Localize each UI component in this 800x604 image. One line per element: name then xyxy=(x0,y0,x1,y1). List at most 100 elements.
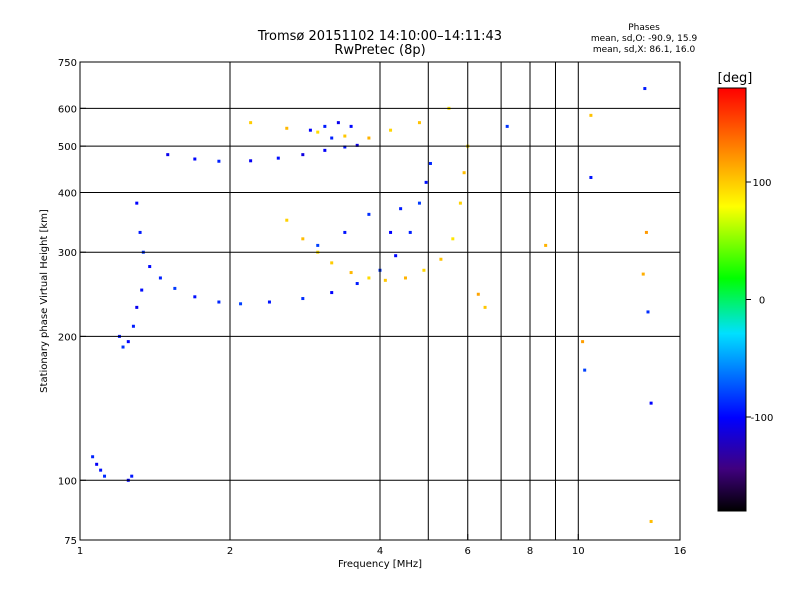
data-point xyxy=(249,159,253,163)
data-point xyxy=(343,145,347,149)
data-point xyxy=(276,156,280,160)
gridlines xyxy=(80,62,680,540)
data-point xyxy=(505,124,509,128)
x-tick-label: 2 xyxy=(227,546,233,557)
data-point xyxy=(336,121,340,125)
chart-title-line2: RwPretec (8p) xyxy=(334,43,425,58)
y-tick-label: 400 xyxy=(58,188,77,199)
data-point xyxy=(417,201,421,205)
colorbar-ticks: 100 0 -100 xyxy=(746,178,773,424)
data-point xyxy=(428,161,432,165)
data-point xyxy=(589,175,593,179)
x-axis-ticks: 1 2 4 6 8 10 16 xyxy=(77,534,687,557)
data-point xyxy=(581,340,585,344)
y-tick-label: 300 xyxy=(58,248,77,259)
data-point xyxy=(267,300,271,304)
data-point xyxy=(140,288,144,292)
data-point xyxy=(126,340,130,344)
y-axis-label: Stationary phase Virtual Height [km] xyxy=(39,209,50,393)
colorbar-tick-label: 100 xyxy=(752,178,771,189)
y-tick-label: 200 xyxy=(58,332,77,343)
data-point xyxy=(641,272,645,276)
data-point xyxy=(643,87,647,91)
data-point xyxy=(383,278,387,282)
data-point xyxy=(285,126,289,130)
colorbar xyxy=(717,87,747,512)
data-point xyxy=(330,261,334,265)
x-tick-label: 1 xyxy=(77,546,83,557)
data-point xyxy=(301,153,305,157)
data-point xyxy=(476,292,480,296)
data-point xyxy=(173,286,177,290)
data-point xyxy=(249,121,253,125)
phases-header: Phases xyxy=(628,23,660,33)
data-point xyxy=(349,271,353,275)
data-point xyxy=(99,468,103,472)
data-point xyxy=(389,128,393,132)
data-point xyxy=(193,157,197,161)
data-point xyxy=(135,201,139,205)
data-point xyxy=(394,254,398,258)
data-point xyxy=(417,121,421,125)
data-point xyxy=(483,305,487,309)
colorbar-unit: [deg] xyxy=(718,71,753,86)
data-point xyxy=(544,243,548,247)
data-point xyxy=(343,230,347,234)
data-point xyxy=(399,207,403,211)
x-tick-label: 8 xyxy=(527,546,533,557)
colorbar-tick-label: -100 xyxy=(751,413,774,424)
data-point xyxy=(95,462,99,466)
data-point xyxy=(389,230,393,234)
data-point xyxy=(138,230,142,234)
data-point xyxy=(462,171,466,175)
data-point xyxy=(644,230,648,234)
data-point xyxy=(422,268,426,272)
data-point xyxy=(424,180,428,184)
data-point xyxy=(91,455,95,459)
data-point xyxy=(367,276,371,280)
data-point xyxy=(343,134,347,138)
data-point xyxy=(121,345,125,349)
phases-x-stats: mean, sd,X: 86.1, 16.0 xyxy=(593,45,696,55)
y-tick-label: 750 xyxy=(58,58,77,69)
data-point xyxy=(355,282,359,286)
data-point xyxy=(301,237,305,241)
data-point xyxy=(308,128,312,132)
data-point xyxy=(649,401,653,405)
data-point xyxy=(166,153,170,157)
data-point xyxy=(646,310,650,314)
data-point xyxy=(649,519,653,523)
colorbar-tick-label: 0 xyxy=(759,296,765,307)
data-point xyxy=(323,148,327,152)
data-point xyxy=(316,243,320,247)
x-tick-label: 10 xyxy=(572,546,585,557)
data-point xyxy=(458,201,462,205)
y-tick-label: 75 xyxy=(64,536,77,547)
y-tick-label: 500 xyxy=(58,142,77,153)
data-point xyxy=(148,265,152,269)
x-tick-label: 16 xyxy=(674,546,687,557)
data-point xyxy=(349,124,353,128)
data-point xyxy=(135,305,139,309)
data-point xyxy=(131,324,135,328)
data-point xyxy=(193,295,197,299)
data-point xyxy=(217,159,221,163)
data-point xyxy=(355,143,359,147)
data-point xyxy=(367,136,371,140)
data-point xyxy=(301,297,305,301)
data-point xyxy=(130,474,134,478)
data-point xyxy=(589,113,593,117)
y-tick-label: 600 xyxy=(58,104,77,115)
data-point xyxy=(439,257,443,261)
phases-o-stats: mean, sd,O: -90.9, 15.9 xyxy=(591,34,698,44)
data-point xyxy=(158,276,162,280)
chart-title-line1: Tromsø 20151102 14:10:00–14:11:43 xyxy=(257,29,502,44)
x-tick-label: 6 xyxy=(465,546,471,557)
data-point xyxy=(403,276,407,280)
data-point xyxy=(367,212,371,216)
data-point xyxy=(408,230,412,234)
data-point xyxy=(285,218,289,222)
data-point xyxy=(330,291,334,295)
data-point xyxy=(316,130,320,134)
